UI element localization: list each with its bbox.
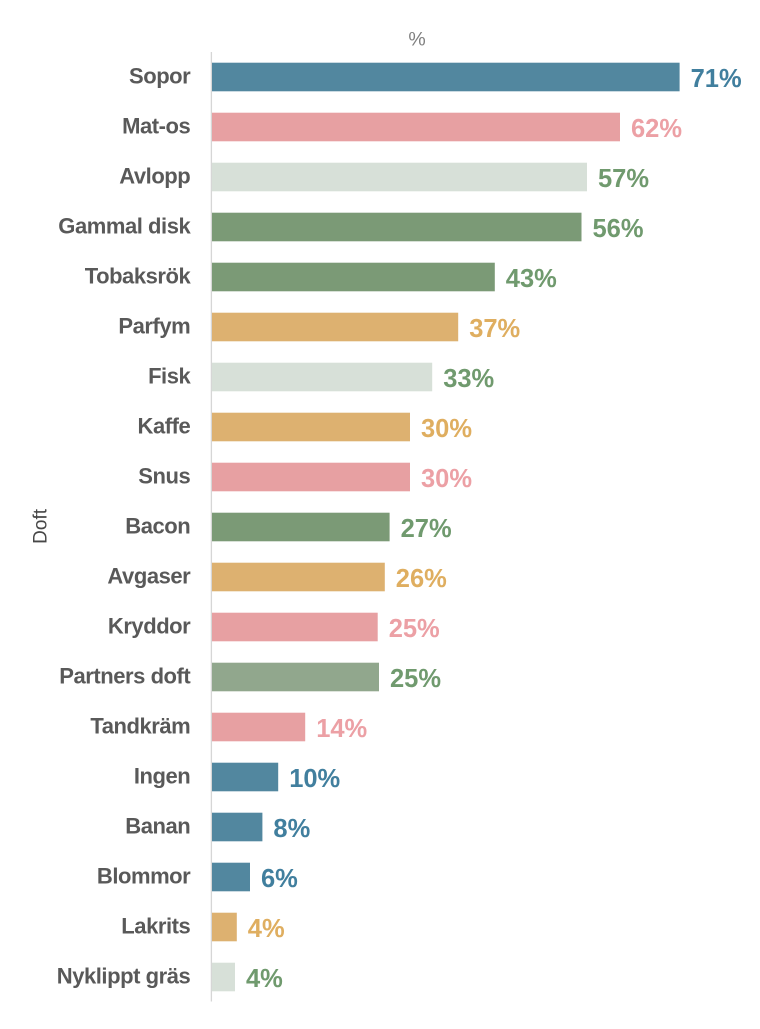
svg-text:%: %: [408, 28, 425, 50]
svg-text:Mat-os: Mat-os: [122, 113, 190, 138]
svg-text:25%: 25%: [390, 665, 441, 693]
svg-text:Blommor: Blommor: [97, 863, 191, 888]
svg-text:Partners doft: Partners doft: [59, 663, 191, 688]
svg-text:6%: 6%: [261, 865, 298, 893]
svg-text:30%: 30%: [421, 465, 472, 493]
svg-text:57%: 57%: [598, 165, 649, 193]
svg-text:Avlopp: Avlopp: [119, 163, 190, 188]
svg-text:14%: 14%: [316, 715, 367, 743]
svg-text:Nyklippt gräs: Nyklippt gräs: [57, 963, 191, 988]
svg-text:Avgaser: Avgaser: [107, 563, 191, 588]
svg-text:4%: 4%: [248, 915, 285, 943]
svg-text:33%: 33%: [443, 365, 494, 393]
svg-text:56%: 56%: [593, 215, 644, 243]
svg-text:Bacon: Bacon: [125, 513, 190, 538]
svg-text:Tandkräm: Tandkräm: [90, 713, 190, 738]
svg-text:Fisk: Fisk: [148, 363, 191, 388]
svg-text:43%: 43%: [506, 265, 557, 293]
svg-text:Tobaksrök: Tobaksrök: [85, 263, 192, 288]
svg-text:Lakrits: Lakrits: [121, 913, 190, 938]
svg-text:71%: 71%: [691, 65, 742, 93]
svg-text:37%: 37%: [469, 315, 520, 343]
svg-text:Sopor: Sopor: [129, 63, 191, 88]
svg-text:27%: 27%: [401, 515, 452, 543]
svg-text:Doft: Doft: [30, 508, 51, 544]
svg-text:10%: 10%: [289, 765, 340, 793]
svg-text:Banan: Banan: [125, 813, 190, 838]
svg-text:30%: 30%: [421, 415, 472, 443]
svg-text:Ingen: Ingen: [134, 763, 190, 788]
svg-text:Snus: Snus: [138, 463, 190, 488]
svg-text:Gammal disk: Gammal disk: [58, 213, 191, 238]
svg-text:25%: 25%: [389, 615, 440, 643]
svg-text:26%: 26%: [396, 565, 447, 593]
svg-text:Kaffe: Kaffe: [138, 413, 191, 438]
svg-text:Parfym: Parfym: [118, 313, 190, 338]
svg-text:4%: 4%: [246, 965, 283, 993]
svg-text:8%: 8%: [273, 815, 310, 843]
svg-text:Kryddor: Kryddor: [108, 613, 191, 638]
svg-text:62%: 62%: [631, 115, 682, 143]
